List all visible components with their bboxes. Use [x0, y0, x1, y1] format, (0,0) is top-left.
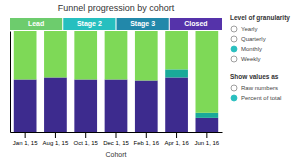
x-tick-label: Apr 1, 16	[164, 140, 189, 146]
bar-segment	[196, 31, 219, 113]
chart: Funnel progression by cohort Lead Stage 2 S…	[0, 0, 307, 164]
bar-segment	[44, 77, 67, 132]
stage-header: Lead Stage 2 Stage 3 Closed	[10, 18, 222, 30]
x-tick-mark	[55, 132, 56, 138]
bar-segment	[14, 31, 37, 79]
bars	[14, 31, 218, 132]
radio	[231, 26, 237, 32]
stage-label: Closed	[184, 20, 207, 27]
x-axis: Jan 1, 15 Aug 1, 15 Oct 1, 15 Dec 1, 15 Feb …	[11, 132, 223, 146]
control-option: Yearly	[241, 26, 257, 32]
bar-segment	[74, 79, 97, 132]
bar-segment	[196, 113, 219, 118]
x-tick-mark	[206, 132, 207, 138]
bar-segment	[165, 77, 188, 132]
x-tick-mark	[116, 132, 117, 138]
bar-segment	[165, 69, 188, 77]
control-title: Level of granularity	[230, 14, 290, 22]
control-option: Monthly	[241, 46, 262, 52]
y-axis	[10, 32, 11, 133]
bar-segment	[135, 80, 158, 132]
control-option: Quarterly	[241, 36, 266, 42]
radio-selected	[231, 46, 237, 52]
x-tick: Apr 1, 16	[164, 132, 189, 146]
stage-band	[117, 18, 169, 30]
x-tick-label: Jan 1, 15	[13, 140, 38, 146]
series	[14, 77, 218, 132]
bar-segment	[105, 31, 128, 79]
radio	[231, 56, 237, 62]
series	[14, 31, 218, 113]
stage-band	[170, 18, 222, 30]
bar-segment	[74, 31, 97, 79]
y-axis-line	[10, 32, 11, 133]
x-tick-mark	[176, 132, 177, 138]
control-option: Percent of total	[241, 95, 281, 101]
stage-label: Stage 3	[130, 20, 155, 28]
x-tick: Aug 1, 15	[43, 132, 69, 146]
radio	[231, 36, 237, 42]
x-tick: Jan 1, 15	[13, 132, 38, 146]
x-tick: Jun 1, 16	[195, 132, 220, 146]
x-tick-mark	[85, 132, 86, 138]
x-tick-mark	[146, 132, 147, 138]
radio	[231, 85, 237, 91]
bar-segment	[165, 31, 188, 69]
bar-segment	[105, 79, 128, 132]
x-tick-label: Feb 1, 16	[134, 140, 160, 146]
x-tick-label: Dec 1, 15	[103, 140, 129, 146]
control-title: Show values as	[230, 73, 279, 80]
radio-selected	[231, 95, 237, 101]
stage-label: Lead	[28, 20, 44, 27]
stage-band	[10, 18, 62, 30]
bar-segment	[44, 31, 67, 77]
bar-segment	[196, 118, 219, 132]
x-label: Cohort	[105, 151, 126, 158]
x-tick-mark	[25, 132, 26, 138]
x-tick-label: Aug 1, 15	[43, 140, 69, 146]
control-panel: Level of granularity Yearly Quarterly Month…	[230, 14, 290, 101]
x-tick: Oct 1, 15	[74, 132, 99, 146]
bar-segment	[14, 79, 37, 132]
control-option: Weekly	[241, 56, 261, 62]
bar-segment	[135, 31, 158, 80]
x-tick-label: Oct 1, 15	[74, 140, 99, 146]
x-tick: Dec 1, 15	[103, 132, 129, 146]
stage-label: Stage 2	[77, 20, 102, 28]
x-tick: Feb 1, 16	[134, 132, 160, 146]
x-tick-label: Jun 1, 16	[195, 140, 220, 146]
title: Funnel progression by cohort	[58, 3, 175, 13]
stage-band	[63, 18, 115, 30]
control-option: Raw numbers	[241, 85, 278, 91]
